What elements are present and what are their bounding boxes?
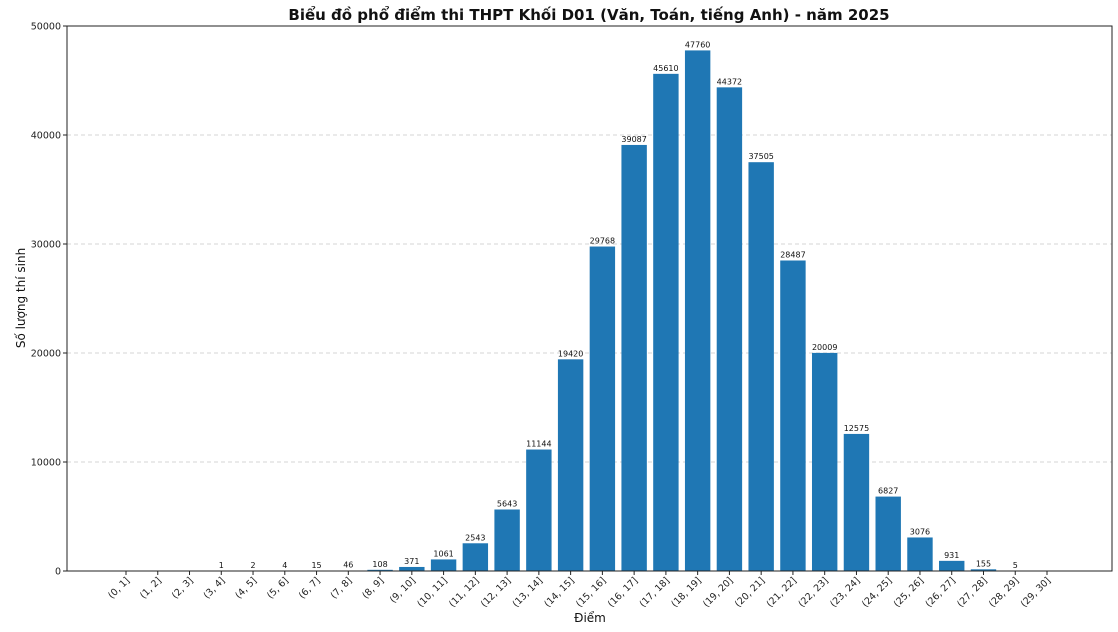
- x-tick-label: (7, 8]: [329, 575, 355, 601]
- y-tick-label: 10000: [31, 458, 61, 469]
- x-tick-label: (24, 25]: [860, 575, 894, 609]
- x-tick-label: (26, 27]: [923, 575, 957, 609]
- bar: [685, 50, 710, 571]
- bar-value-label: 155: [976, 559, 991, 568]
- bar: [558, 359, 583, 571]
- x-tick-label: (8, 9]: [360, 575, 386, 601]
- bar-value-label: 28487: [780, 250, 805, 259]
- bar-value-label: 20009: [812, 343, 837, 352]
- x-tick-label: (19, 20]: [701, 575, 735, 609]
- bar-value-label: 2543: [465, 533, 485, 542]
- y-tick-label: 40000: [31, 131, 61, 142]
- bar-value-label: 108: [372, 560, 387, 569]
- bar-value-label: 3076: [910, 527, 930, 536]
- x-tick-label: (25, 26]: [892, 575, 926, 609]
- x-tick-label: (27, 28]: [955, 575, 989, 609]
- bar-value-label: 29768: [590, 237, 615, 246]
- bar-value-label: 11144: [526, 440, 551, 449]
- x-tick-label: (9, 10]: [388, 575, 418, 605]
- bar: [399, 567, 424, 571]
- x-axis-ticks: (0, 1](1, 2](2, 3](3, 4](4, 5](5, 6](6, …: [106, 571, 1053, 610]
- bar: [653, 74, 678, 571]
- plot-frame: [67, 26, 1112, 571]
- bar-value-label: 19420: [558, 349, 583, 358]
- x-tick-label: (22, 23]: [796, 575, 830, 609]
- x-tick-label: (15, 16]: [574, 575, 608, 609]
- x-tick-label: (29, 30]: [1019, 575, 1053, 609]
- bar: [907, 537, 932, 571]
- bar: [812, 353, 837, 571]
- y-axis-label: Số lượng thí sinh: [14, 248, 28, 348]
- x-tick-label: (10, 11]: [415, 575, 449, 609]
- bar-value-label: 4: [282, 561, 287, 570]
- x-tick-label: (23, 24]: [828, 575, 862, 609]
- x-tick-label: (3, 4]: [202, 575, 228, 601]
- bar: [526, 450, 551, 571]
- bar-value-label: 1: [219, 561, 224, 570]
- x-tick-label: (5, 6]: [265, 575, 291, 601]
- x-tick-label: (1, 2]: [138, 575, 164, 601]
- bar-value-label: 47760: [685, 40, 710, 49]
- chart-title: Biểu đồ phổ điểm thi THPT Khối D01 (Văn,…: [288, 5, 889, 24]
- bar: [494, 509, 519, 571]
- bar: [431, 559, 456, 571]
- bar: [939, 561, 964, 571]
- bar: [844, 434, 869, 571]
- x-tick-label: (28, 29]: [987, 575, 1021, 609]
- x-tick-label: (12, 13]: [479, 575, 513, 609]
- bar-value-label: 37505: [748, 152, 773, 161]
- bar: [876, 497, 901, 571]
- bar-value-label: 1061: [433, 549, 453, 558]
- bar-value-label: 12575: [844, 424, 869, 433]
- y-tick-label: 50000: [31, 22, 61, 33]
- x-tick-label: (4, 5]: [233, 575, 259, 601]
- bar-value-label: 5: [1013, 561, 1018, 570]
- x-tick-label: (14, 15]: [542, 575, 576, 609]
- x-tick-label: (21, 22]: [765, 575, 799, 609]
- bar-value-label: 45610: [653, 64, 678, 73]
- bar-value-label: 6827: [878, 487, 898, 496]
- bar-value-label: 5643: [497, 499, 517, 508]
- x-tick-label: (11, 12]: [447, 575, 481, 609]
- bar-value-label: 931: [944, 551, 959, 560]
- bar: [717, 87, 742, 571]
- x-tick-label: (17, 18]: [638, 575, 672, 609]
- bar-value-label: 371: [404, 557, 419, 566]
- x-tick-label: (13, 14]: [511, 575, 545, 609]
- bar-value-label: 39087: [621, 135, 646, 144]
- y-tick-label: 20000: [31, 349, 61, 360]
- y-tick-label: 30000: [31, 240, 61, 251]
- bar: [748, 162, 773, 571]
- x-tick-label: (6, 7]: [297, 575, 323, 601]
- bar-value-label: 46: [343, 560, 353, 569]
- x-tick-label: (2, 3]: [170, 575, 196, 601]
- y-tick-label: 0: [55, 567, 61, 578]
- x-tick-label: (18, 19]: [669, 575, 703, 609]
- bar-value-label: 15: [311, 561, 321, 570]
- bar-value-label: 44372: [717, 77, 742, 86]
- x-tick-label: (20, 21]: [733, 575, 767, 609]
- bar: [590, 247, 615, 571]
- bar: [780, 260, 805, 571]
- bar-value-labels: 1 2 4 15 46 108 371 1061 2543 5643 11144 19420 29768…: [219, 40, 1018, 570]
- x-axis-label: Điểm: [574, 611, 606, 625]
- bar: [621, 145, 646, 571]
- x-tick-label: (0, 1]: [106, 575, 132, 601]
- x-tick-label: (16, 17]: [606, 575, 640, 609]
- bar-value-label: 2: [250, 561, 255, 570]
- y-axis-ticks: 0 10000 20000 30000 40000 50000: [31, 22, 67, 578]
- bar: [463, 543, 488, 571]
- bars: [209, 50, 1028, 571]
